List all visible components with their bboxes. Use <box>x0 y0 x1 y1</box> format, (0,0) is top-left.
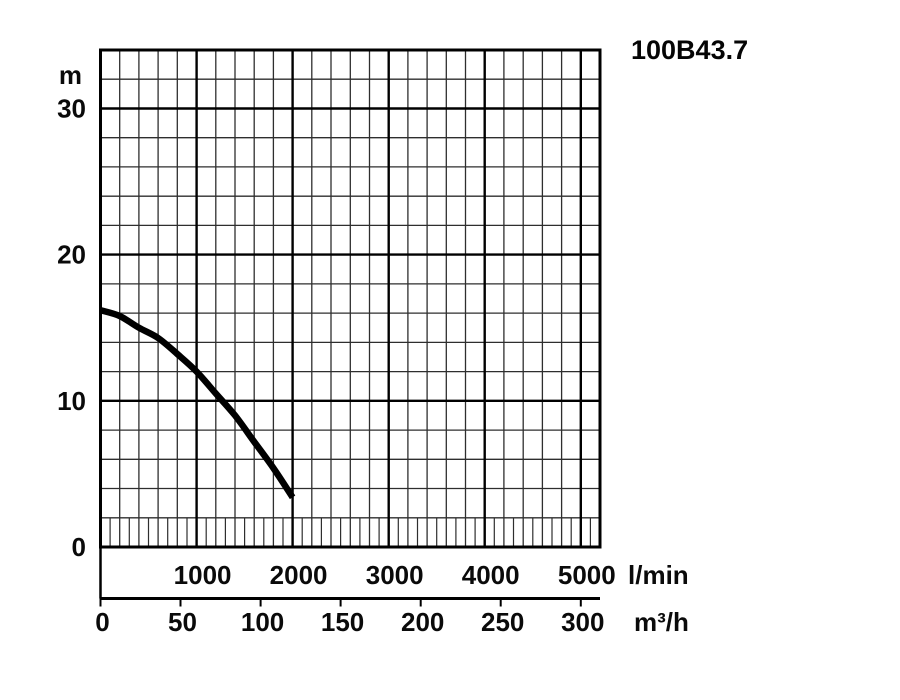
x-primary-tick-label: 3000 <box>366 560 424 590</box>
x-axis-secondary: 0 50 100 150 200 250 300 m³/h <box>95 547 689 637</box>
x-axis-primary-labels: 1000 2000 3000 4000 5000 l/min <box>174 560 689 590</box>
x-secondary-tick-label: 0 <box>95 607 109 637</box>
x-primary-unit-label: l/min <box>628 560 689 590</box>
grid-minor-lines <box>100 50 600 547</box>
x-primary-tick-label: 2000 <box>270 560 328 590</box>
pump-head-curve <box>99 307 296 500</box>
x-secondary-tick-label: 250 <box>481 607 524 637</box>
x-secondary-tick-label: 50 <box>168 607 197 637</box>
x-primary-tick-label: 4000 <box>462 560 520 590</box>
grid-major-lines <box>100 50 600 547</box>
y-axis-tick-label: 30 <box>57 94 86 124</box>
x-secondary-unit-label: m³/h <box>634 607 689 637</box>
x-secondary-tick-label: 150 <box>321 607 364 637</box>
x-secondary-bar-group <box>99 547 600 607</box>
x-axis-fine-ticks <box>109 517 592 547</box>
x-primary-tick-label: 1000 <box>174 560 232 590</box>
x-secondary-tick-label: 100 <box>241 607 284 637</box>
x-secondary-tick-label: 300 <box>561 607 604 637</box>
y-axis-tick-label: 10 <box>57 386 86 416</box>
y-axis-tick-label: 20 <box>57 240 86 270</box>
y-axis-tick-label: 0 <box>72 532 86 562</box>
x-primary-tick-label: 5000 <box>558 560 616 590</box>
chart-title: 100B43.7 <box>631 35 749 65</box>
plot-border <box>99 48 602 549</box>
y-axis-labels: m 0 10 20 30 <box>57 60 86 562</box>
x-secondary-tick-label: 200 <box>401 607 444 637</box>
y-axis-unit-label: m <box>59 60 82 90</box>
